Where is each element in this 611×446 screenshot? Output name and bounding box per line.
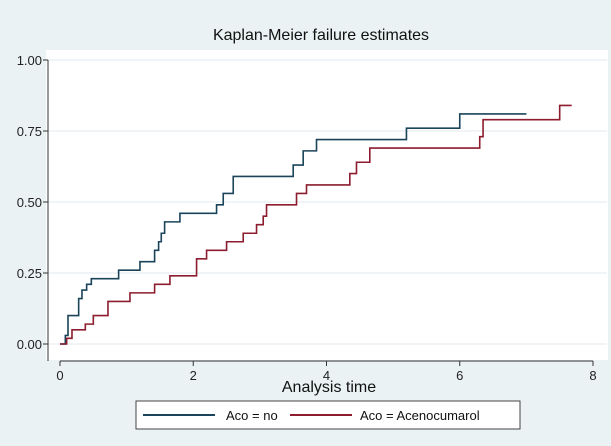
y-ticks: 0.00 0.25 0.50 0.75 1.00 [17, 53, 48, 352]
y-tick-label: 0.75 [17, 124, 42, 139]
x-tick-label: 4 [323, 368, 330, 383]
series-line-aco-acenocumarol [60, 104, 572, 345]
y-tick-label: 0.25 [17, 266, 42, 281]
legend-label-aco-acenocumarol: Aco = Acenocumarol [360, 408, 480, 423]
plot-area [46, 50, 608, 360]
x-tick-label: 2 [190, 368, 197, 383]
series-line-aco-no [60, 113, 527, 345]
y-tick-label: 0.00 [17, 337, 42, 352]
series-lines [60, 104, 572, 345]
gridlines [47, 59, 607, 345]
x-tick-label: 6 [456, 368, 463, 383]
x-tick-label: 8 [589, 368, 596, 383]
legend: Aco = no Aco = Acenocumarol [135, 400, 521, 430]
y-tick-label: 0.50 [17, 195, 42, 210]
x-tick-label: 0 [56, 368, 63, 383]
legend-label-aco-no: Aco = no [226, 408, 278, 423]
x-axis-label: Analysis time [282, 379, 376, 396]
y-tick-label: 1.00 [17, 53, 42, 68]
x-ticks: 0 2 4 6 8 [56, 361, 597, 383]
chart-title: Kaplan-Meier failure estimates [213, 27, 429, 44]
